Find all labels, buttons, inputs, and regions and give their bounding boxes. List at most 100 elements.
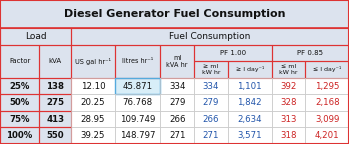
Text: 279: 279: [169, 98, 185, 107]
Text: litres hr⁻¹: litres hr⁻¹: [122, 58, 153, 64]
Bar: [194, 127, 228, 144]
Text: 334: 334: [203, 82, 219, 91]
Text: ml
kVA hr: ml kVA hr: [166, 55, 188, 68]
Bar: [228, 111, 272, 127]
Text: 50%: 50%: [9, 98, 30, 107]
Bar: [115, 111, 160, 127]
Bar: [160, 127, 194, 144]
Text: 279: 279: [203, 98, 219, 107]
Bar: [228, 127, 272, 144]
Bar: [39, 111, 71, 127]
Bar: [228, 78, 272, 94]
Bar: [194, 45, 272, 61]
Bar: [305, 94, 349, 111]
Text: 392: 392: [280, 82, 297, 91]
Bar: [115, 127, 160, 144]
Bar: [160, 94, 194, 111]
Text: 318: 318: [280, 131, 297, 140]
Bar: [0, 28, 71, 45]
Bar: [115, 94, 160, 111]
Text: 25%: 25%: [9, 82, 30, 91]
Bar: [0, 45, 39, 78]
Bar: [194, 61, 228, 78]
Bar: [305, 61, 349, 78]
Bar: [272, 127, 305, 144]
Bar: [194, 111, 228, 127]
Bar: [272, 78, 305, 94]
Text: 328: 328: [280, 98, 297, 107]
Bar: [115, 111, 160, 127]
Text: ≤ ml
kW hr: ≤ ml kW hr: [279, 64, 298, 75]
Bar: [305, 111, 349, 127]
Bar: [71, 111, 115, 127]
Bar: [71, 28, 349, 45]
Bar: [71, 45, 115, 78]
Bar: [160, 45, 194, 78]
Bar: [272, 45, 349, 61]
Bar: [0, 111, 39, 127]
Bar: [228, 78, 272, 94]
Text: 413: 413: [46, 115, 64, 124]
Bar: [71, 94, 115, 111]
Text: 1,295: 1,295: [315, 82, 340, 91]
Bar: [272, 61, 305, 78]
Bar: [0, 111, 39, 127]
Text: 75%: 75%: [9, 115, 30, 124]
Bar: [71, 111, 115, 127]
Text: 1,101: 1,101: [237, 82, 262, 91]
Text: 138: 138: [46, 82, 64, 91]
Bar: [305, 78, 349, 94]
Bar: [115, 127, 160, 144]
Text: Diesel Generator Fuel Consumption: Diesel Generator Fuel Consumption: [64, 9, 285, 19]
Bar: [194, 45, 272, 61]
Text: 334: 334: [169, 82, 185, 91]
Text: ≤ l day⁻¹: ≤ l day⁻¹: [313, 67, 341, 72]
Bar: [0, 94, 39, 111]
Bar: [160, 127, 194, 144]
Text: 2,634: 2,634: [237, 115, 262, 124]
Text: 550: 550: [46, 131, 64, 140]
Bar: [115, 45, 160, 78]
Bar: [228, 127, 272, 144]
Text: PF 0.85: PF 0.85: [297, 50, 323, 56]
Bar: [115, 78, 160, 94]
Bar: [305, 127, 349, 144]
Bar: [272, 111, 305, 127]
Text: 100%: 100%: [7, 131, 33, 140]
Bar: [0, 45, 39, 78]
Text: 271: 271: [169, 131, 185, 140]
Bar: [305, 61, 349, 78]
Bar: [228, 111, 272, 127]
Bar: [272, 78, 305, 94]
Bar: [228, 94, 272, 111]
Bar: [228, 61, 272, 78]
Bar: [272, 94, 305, 111]
Text: 3,571: 3,571: [237, 131, 262, 140]
Bar: [0, 0, 349, 28]
Bar: [160, 94, 194, 111]
Text: 12.10: 12.10: [81, 82, 105, 91]
Text: US gal hr⁻¹: US gal hr⁻¹: [75, 58, 111, 65]
Text: Load: Load: [25, 32, 46, 41]
Bar: [39, 111, 71, 127]
Text: 313: 313: [280, 115, 297, 124]
Text: ≥ ml
kW hr: ≥ ml kW hr: [202, 64, 220, 75]
Text: PF 1.00: PF 1.00: [220, 50, 246, 56]
Bar: [160, 45, 194, 78]
Text: 271: 271: [203, 131, 219, 140]
Bar: [39, 78, 71, 94]
Bar: [194, 61, 228, 78]
Text: kVA: kVA: [49, 58, 62, 64]
Text: 28.95: 28.95: [81, 115, 105, 124]
Bar: [160, 111, 194, 127]
Bar: [71, 127, 115, 144]
Bar: [0, 127, 39, 144]
Bar: [115, 94, 160, 111]
Bar: [0, 0, 349, 28]
Bar: [39, 45, 71, 78]
Text: 148.797: 148.797: [120, 131, 155, 140]
Bar: [272, 111, 305, 127]
Bar: [305, 94, 349, 111]
Bar: [0, 78, 39, 94]
Bar: [160, 78, 194, 94]
